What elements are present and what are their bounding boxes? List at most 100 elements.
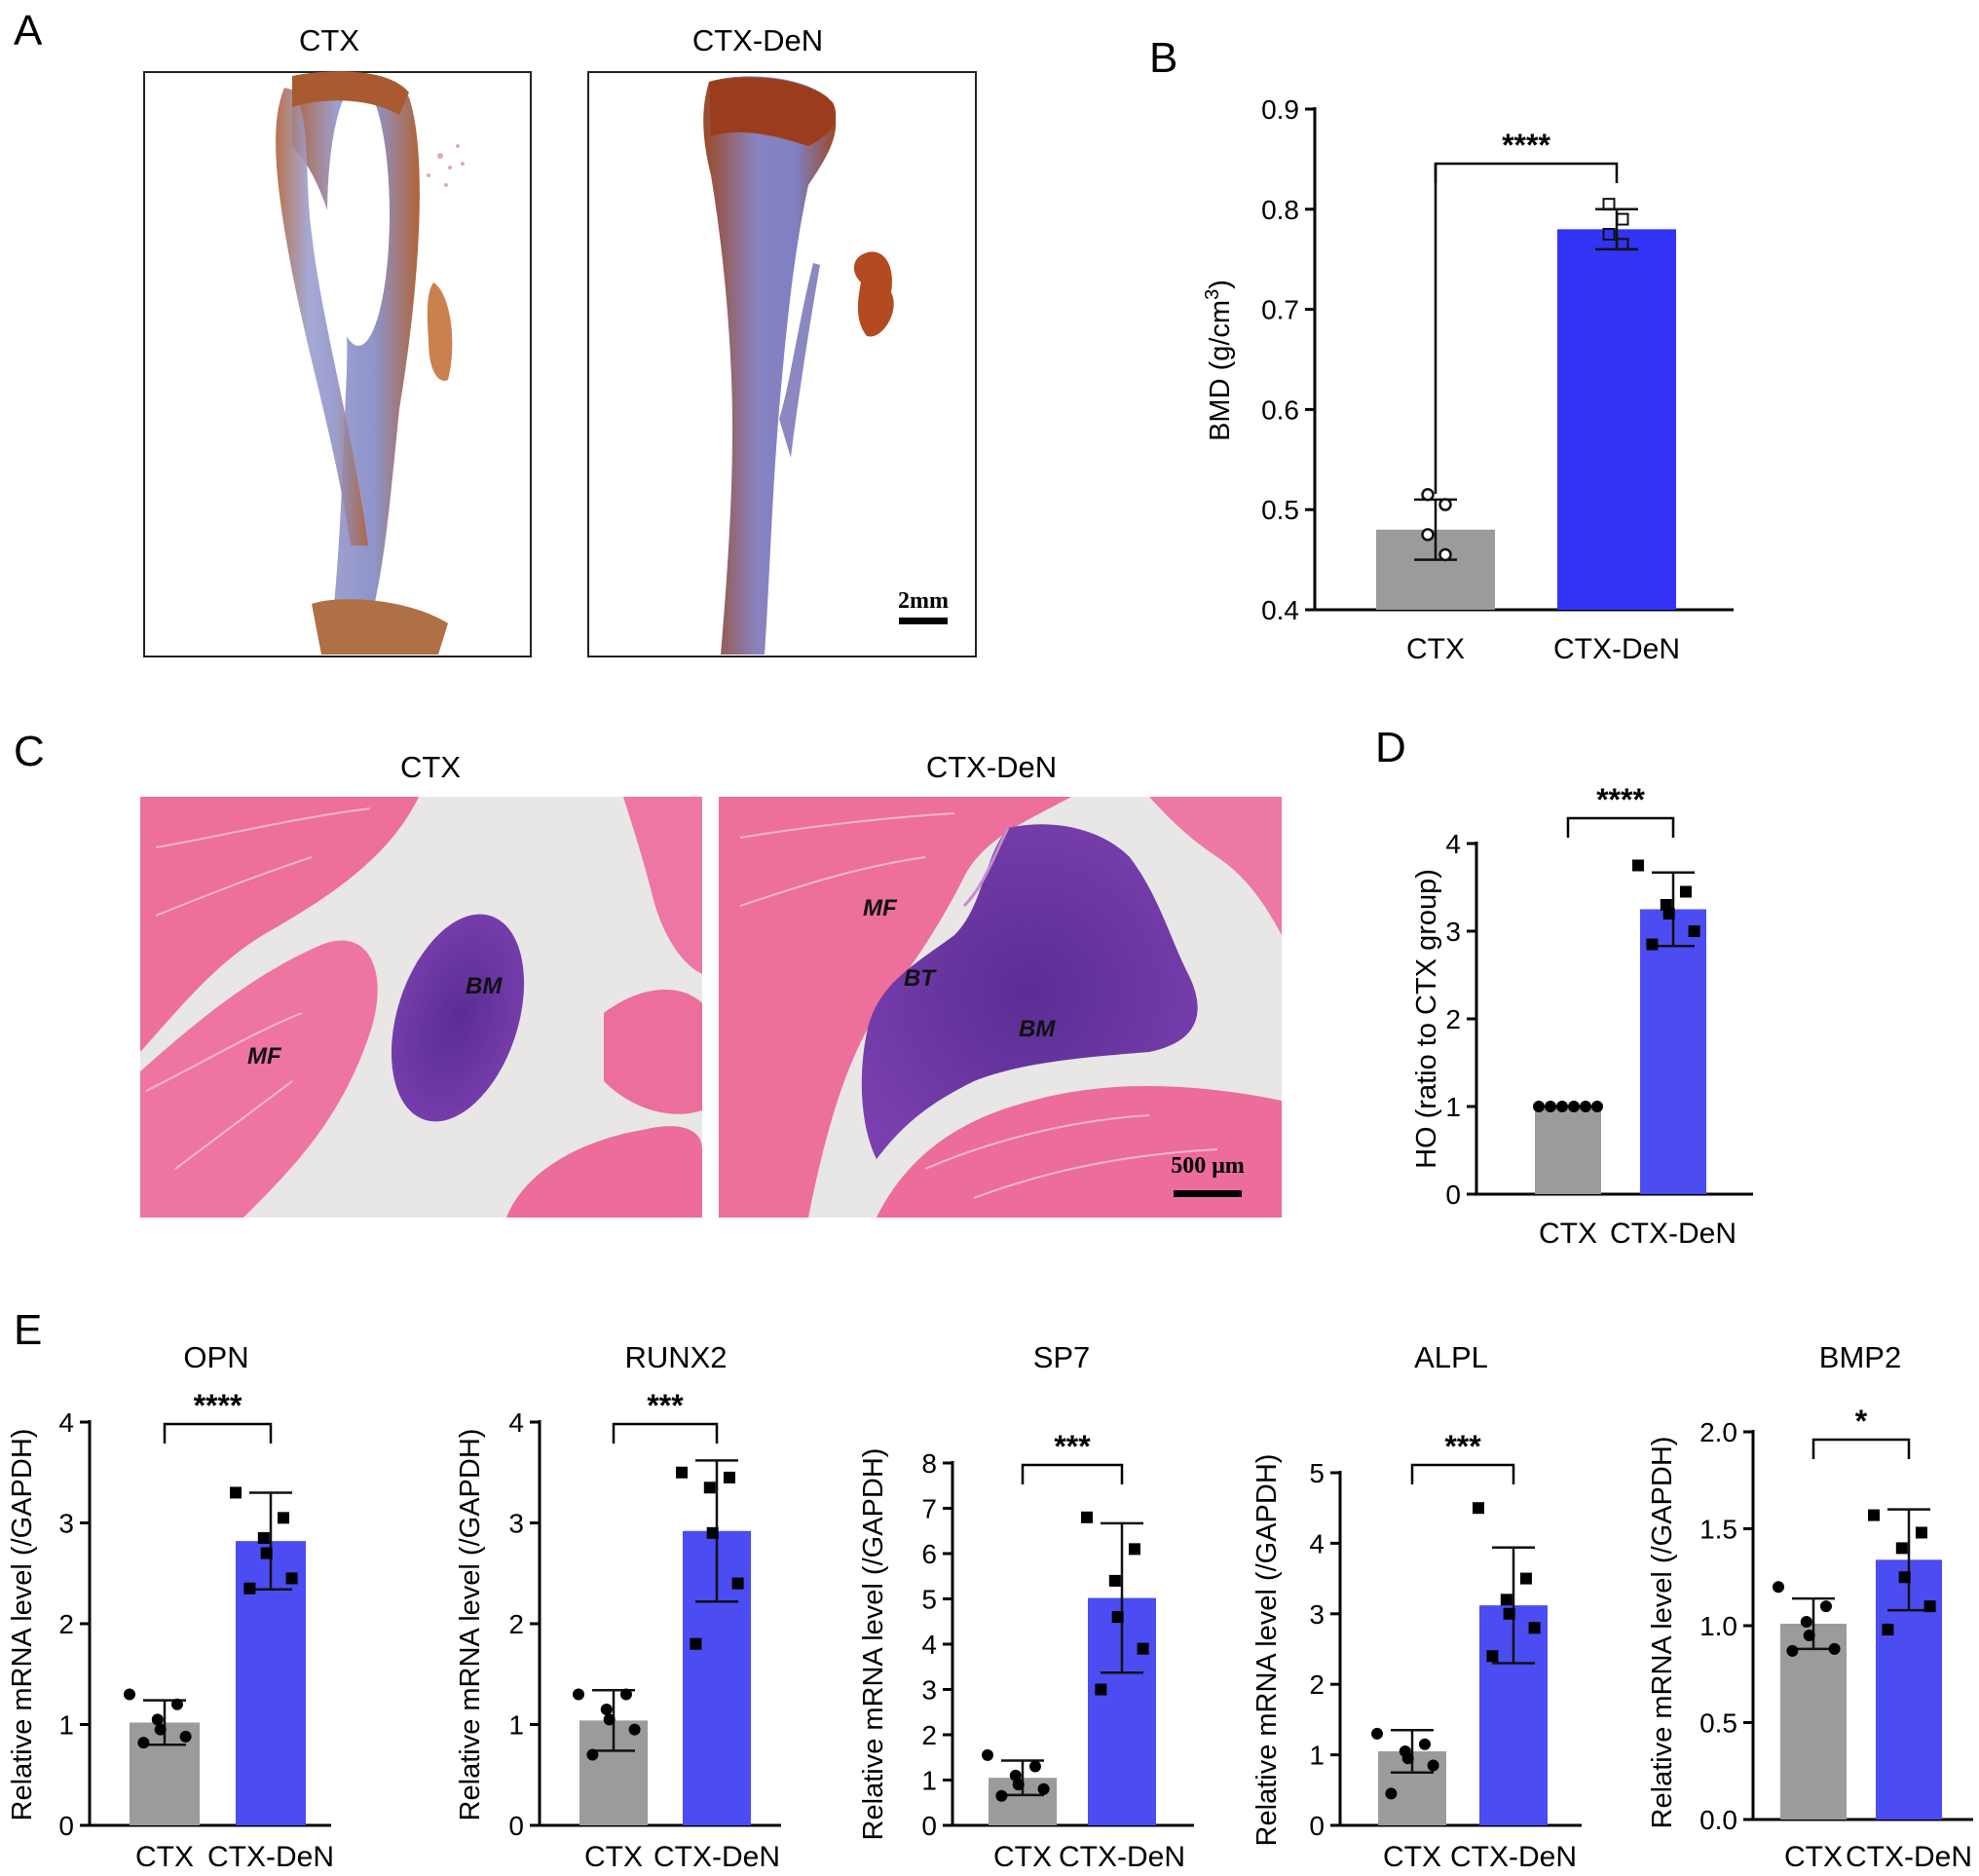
chart-title-opn: OPN (183, 1340, 248, 1374)
data-point (1545, 1101, 1556, 1112)
y-tick-label: 7 (921, 1494, 937, 1524)
data-point (982, 1748, 993, 1761)
data-point (603, 1713, 616, 1726)
data-point (137, 1737, 150, 1749)
data-point (1632, 859, 1644, 872)
chart-e3: SP7 0 1 2 3 4 5 6 7 8 Relative mRNA level (/GAPDH)… (858, 1340, 1194, 1873)
data-point (1800, 1616, 1812, 1629)
panel-c: C CTX CTX-DeN BM MF (14, 728, 1282, 1218)
y-tick-label: 3 (508, 1509, 524, 1539)
data-point (1081, 1511, 1093, 1523)
panel-c-title-ctx: CTX (400, 750, 461, 784)
y-axis-label: Relative mRNA level (/GAPDH) (858, 1448, 889, 1841)
scale-bar-2mm-label: 2mm (898, 588, 949, 614)
panel-a-letter: A (14, 7, 43, 55)
data-point (170, 1698, 183, 1710)
data-point (1915, 1526, 1927, 1539)
significance-stars: **** (194, 1388, 243, 1423)
y-tick-label: 4 (1309, 1528, 1325, 1558)
data-point (573, 1688, 584, 1701)
category-label-ctx-den: CTX-DeN (1610, 1218, 1736, 1250)
data-point (1037, 1782, 1050, 1795)
y-tick-label: 1 (1309, 1741, 1325, 1771)
y-tick-label: 4 (508, 1407, 524, 1438)
data-point (1486, 1650, 1499, 1663)
significance-bracket (163, 1422, 273, 1444)
y-tick-label: 1 (921, 1766, 937, 1796)
y-tick-label: 2.0 (1699, 1417, 1737, 1447)
y-tick-label: 8 (921, 1448, 937, 1479)
data-point (1418, 1738, 1431, 1750)
data-point (1401, 1752, 1414, 1765)
data-point (1108, 1574, 1121, 1587)
panel-b-letter: B (1149, 34, 1177, 82)
y-axis-label: BMD (g/cm3) (1202, 280, 1236, 441)
data-point (1473, 1502, 1484, 1515)
significance-bracket (1410, 1463, 1515, 1484)
data-point (995, 1789, 1008, 1802)
data-point (285, 1572, 298, 1585)
data-point (1421, 488, 1435, 502)
y-tick-label: 0 (58, 1811, 74, 1841)
data-point (1662, 908, 1675, 919)
category-label-ctx-den: CTX-DeN (1846, 1841, 1972, 1873)
chart-e1: E OPN 0 1 2 3 4 Relative mRNA level (/GAPDH) CTX… (7, 1306, 334, 1873)
panel-d-letter: D (1375, 724, 1406, 771)
significance-stars: **** (1596, 782, 1645, 817)
y-axis-label: Relative mRNA level (/GAPDH) (1251, 1454, 1283, 1847)
data-point (257, 1532, 270, 1545)
y-tick-label: 0.7 (1261, 295, 1299, 325)
y-tick-label: 0.5 (1699, 1708, 1737, 1739)
significance-bracket (1566, 816, 1675, 838)
significance-bracket (1811, 1438, 1911, 1459)
y-tick-label: 1.5 (1699, 1515, 1737, 1545)
data-point (706, 1526, 719, 1539)
panel-a-title-ctx-den: CTX-DeN (692, 23, 823, 57)
category-label-ctx: CTX (584, 1841, 643, 1873)
bar-ctx (1535, 1107, 1601, 1194)
data-point (723, 1471, 735, 1483)
data-point (1882, 1623, 1894, 1635)
significance-stars: *** (1054, 1429, 1091, 1464)
y-tick-label: 0 (1309, 1811, 1325, 1841)
data-point (1533, 1101, 1545, 1112)
chart-d: D 0 1 2 3 4HO (ratio to CTX group) CTX CTX-DeN *… (1375, 724, 1753, 1250)
category-label-ctx: CTX (1383, 1841, 1441, 1873)
data-point (1111, 1611, 1124, 1624)
data-point (1602, 228, 1616, 241)
data-point (1616, 212, 1629, 226)
data-point (1591, 1101, 1603, 1112)
chart-b: B 0.4 0.5 0.6 0.7 0.8 0.9 BMD (g/cm3) CTX CTX-DeN… (1149, 34, 1734, 665)
data-point (1895, 1542, 1908, 1555)
data-point (260, 1547, 273, 1559)
y-tick-label: 1 (1445, 1092, 1461, 1122)
data-point (1128, 1543, 1140, 1556)
microct-image-ctx-den: 2mm (587, 71, 977, 657)
chart-title-runx2: RUNX2 (624, 1340, 727, 1374)
data-point (1786, 1644, 1799, 1657)
data-point (1602, 198, 1616, 211)
data-point (1028, 1760, 1041, 1773)
y-tick-label: 1.0 (1699, 1611, 1737, 1641)
data-point (1438, 498, 1452, 511)
y-axis-label: Relative mRNA level (/GAPDH) (455, 1429, 486, 1821)
y-tick-label: 2 (921, 1720, 937, 1750)
data-point (1773, 1581, 1784, 1594)
data-point (1012, 1779, 1025, 1791)
data-point (1519, 1572, 1532, 1585)
category-label-ctx: CTX (1406, 633, 1465, 665)
y-tick-label: 0 (1445, 1180, 1461, 1210)
significance-stars: * (1855, 1404, 1868, 1439)
data-point (154, 1723, 167, 1736)
chart-e5: BMP2 0.0 0.5 1.0 1.5 2.0 Relative mRNA level (… (1647, 1340, 1973, 1873)
y-tick-label: 2 (1309, 1670, 1325, 1700)
data-point (1616, 238, 1629, 251)
panel-a: A CTX CTX-DeN 2mm (14, 7, 977, 657)
category-label-ctx-den: CTX-DeN (653, 1841, 780, 1873)
significance-stars: *** (1444, 1429, 1481, 1464)
panel-a-title-ctx: CTX (299, 23, 359, 57)
data-point (1688, 925, 1700, 937)
data-point (151, 1713, 164, 1726)
data-point (1923, 1600, 1936, 1613)
